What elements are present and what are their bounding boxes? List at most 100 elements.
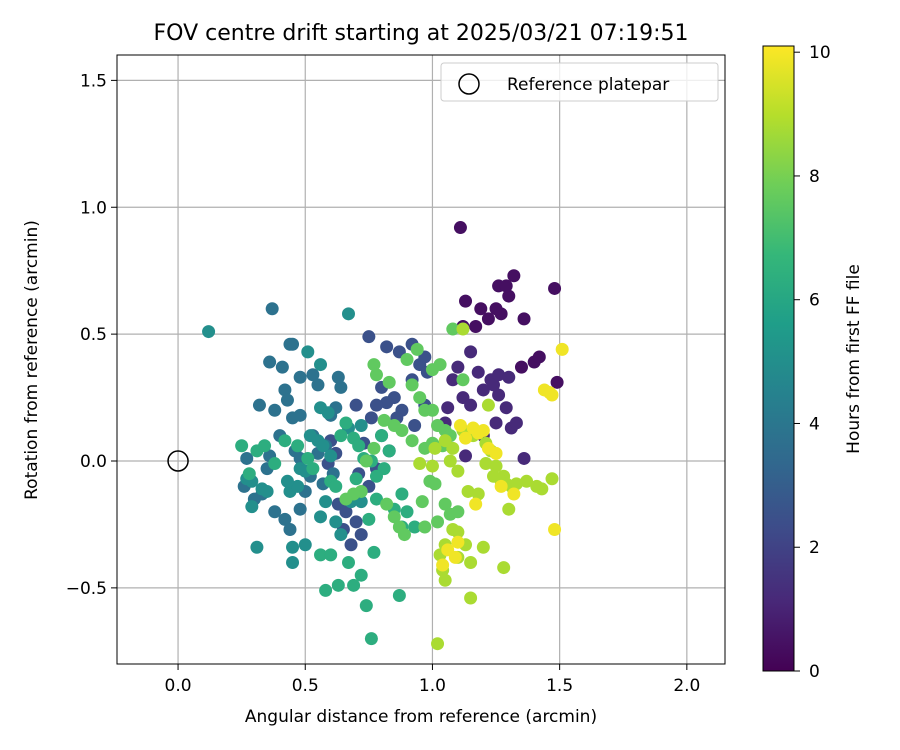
scatter-point bbox=[481, 398, 495, 412]
y-axis-label: Rotation from reference (arcmin) bbox=[22, 220, 42, 500]
scatter-point bbox=[369, 469, 383, 483]
scatter-point bbox=[431, 637, 445, 651]
scatter-point bbox=[548, 523, 562, 537]
scatter-point bbox=[314, 510, 328, 524]
colorbar-tick-label: 8 bbox=[809, 167, 820, 187]
scatter-point bbox=[298, 538, 312, 552]
scatter-point bbox=[499, 401, 513, 415]
scatter-point bbox=[494, 479, 508, 493]
scatter-point bbox=[319, 495, 333, 509]
legend: Reference platepar bbox=[440, 62, 719, 102]
scatter-point bbox=[497, 561, 511, 575]
scatter-point bbox=[286, 556, 300, 569]
scatter-point bbox=[476, 424, 490, 438]
scatter-point bbox=[258, 439, 272, 453]
scatter-point bbox=[354, 528, 368, 542]
scatter-point bbox=[413, 457, 427, 471]
scatter-point bbox=[334, 528, 348, 542]
scatter-point bbox=[545, 472, 559, 486]
scatter-point bbox=[451, 525, 465, 539]
scatter-point bbox=[489, 302, 503, 316]
scatter-point bbox=[250, 540, 264, 554]
scatter-point bbox=[380, 396, 394, 410]
scatter-point bbox=[446, 322, 460, 336]
scatter-point bbox=[367, 545, 381, 559]
scatter-point bbox=[382, 375, 396, 389]
scatter-point bbox=[362, 512, 376, 526]
chart-title: FOV centre drift starting at 2025/03/21 … bbox=[154, 21, 689, 46]
scatter-point bbox=[286, 540, 300, 554]
scatter-point bbox=[425, 403, 439, 417]
scatter-point bbox=[451, 505, 465, 519]
scatter-point bbox=[451, 535, 465, 549]
scatter-point bbox=[555, 342, 569, 356]
scatter-point bbox=[514, 360, 528, 374]
scatter-point bbox=[321, 406, 335, 420]
scatter-point bbox=[283, 337, 297, 351]
scatter-point bbox=[369, 368, 383, 382]
y-tick-label: 0.5 bbox=[80, 325, 107, 345]
legend-box bbox=[440, 62, 719, 102]
y-tick-label: 1.5 bbox=[80, 71, 107, 91]
scatter-point bbox=[492, 368, 506, 382]
scatter-point bbox=[507, 269, 521, 283]
colorbar-ticks: 0 2 4 6 8 10 bbox=[794, 43, 831, 682]
scatter-point bbox=[367, 441, 381, 455]
x-tick-label: 2.0 bbox=[673, 676, 700, 696]
scatter-point bbox=[509, 416, 523, 430]
scatter-point bbox=[453, 221, 467, 235]
scatter-point bbox=[260, 484, 274, 498]
scatter-point bbox=[359, 599, 373, 613]
scatter-point bbox=[481, 312, 495, 326]
scatter-point bbox=[428, 441, 442, 455]
scatter-point bbox=[471, 365, 485, 379]
scatter-point bbox=[471, 487, 485, 501]
scatter-point bbox=[349, 398, 363, 412]
scatter-point bbox=[520, 474, 534, 488]
scatter-point bbox=[367, 358, 381, 372]
scatter-point bbox=[392, 588, 406, 602]
scatter-point bbox=[537, 383, 551, 397]
y-tick-label: −0.5 bbox=[66, 579, 107, 599]
colorbar-tick-label: 0 bbox=[809, 662, 820, 682]
scatter-point bbox=[502, 502, 516, 516]
scatter-point bbox=[453, 418, 467, 432]
scatter-point bbox=[252, 398, 266, 412]
scatter-point bbox=[347, 578, 361, 592]
scatter-point bbox=[387, 510, 401, 524]
scatter-point bbox=[349, 515, 363, 529]
scatter-point bbox=[235, 439, 249, 453]
x-tick-label: 1.5 bbox=[546, 676, 573, 696]
colorbar bbox=[762, 45, 795, 672]
scatter-point bbox=[334, 429, 348, 443]
scatter-point bbox=[469, 497, 483, 511]
y-tick-label: 1.0 bbox=[80, 198, 107, 218]
scatter-point bbox=[425, 459, 439, 473]
scatter-point bbox=[481, 441, 495, 455]
scatter-point bbox=[408, 418, 422, 432]
scatter-point bbox=[469, 320, 483, 334]
scatter-point bbox=[418, 441, 432, 455]
scatter-point bbox=[400, 353, 414, 366]
scatter-point bbox=[339, 505, 353, 519]
scatter-point bbox=[324, 449, 338, 463]
scatter-point bbox=[319, 583, 333, 597]
scatter-point bbox=[507, 487, 521, 501]
scatter-point bbox=[293, 370, 307, 384]
scatter-point bbox=[362, 330, 376, 344]
scatter-point bbox=[265, 302, 279, 316]
x-tick-label: 0.0 bbox=[165, 676, 192, 696]
scatter-point bbox=[459, 449, 473, 463]
scatter-point bbox=[502, 289, 516, 303]
scatter-point bbox=[202, 325, 216, 339]
scatter-point bbox=[535, 482, 549, 496]
scatter-point bbox=[364, 632, 378, 646]
scatter-point bbox=[291, 479, 305, 493]
legend-reference-marker-icon bbox=[458, 73, 480, 95]
scatter-point bbox=[339, 416, 353, 430]
x-tick-label: 1.0 bbox=[419, 676, 446, 696]
scatter-point bbox=[380, 497, 394, 511]
colorbar-tick-label: 10 bbox=[809, 43, 831, 63]
scatter-point bbox=[369, 492, 383, 506]
scatter-point bbox=[387, 418, 401, 432]
